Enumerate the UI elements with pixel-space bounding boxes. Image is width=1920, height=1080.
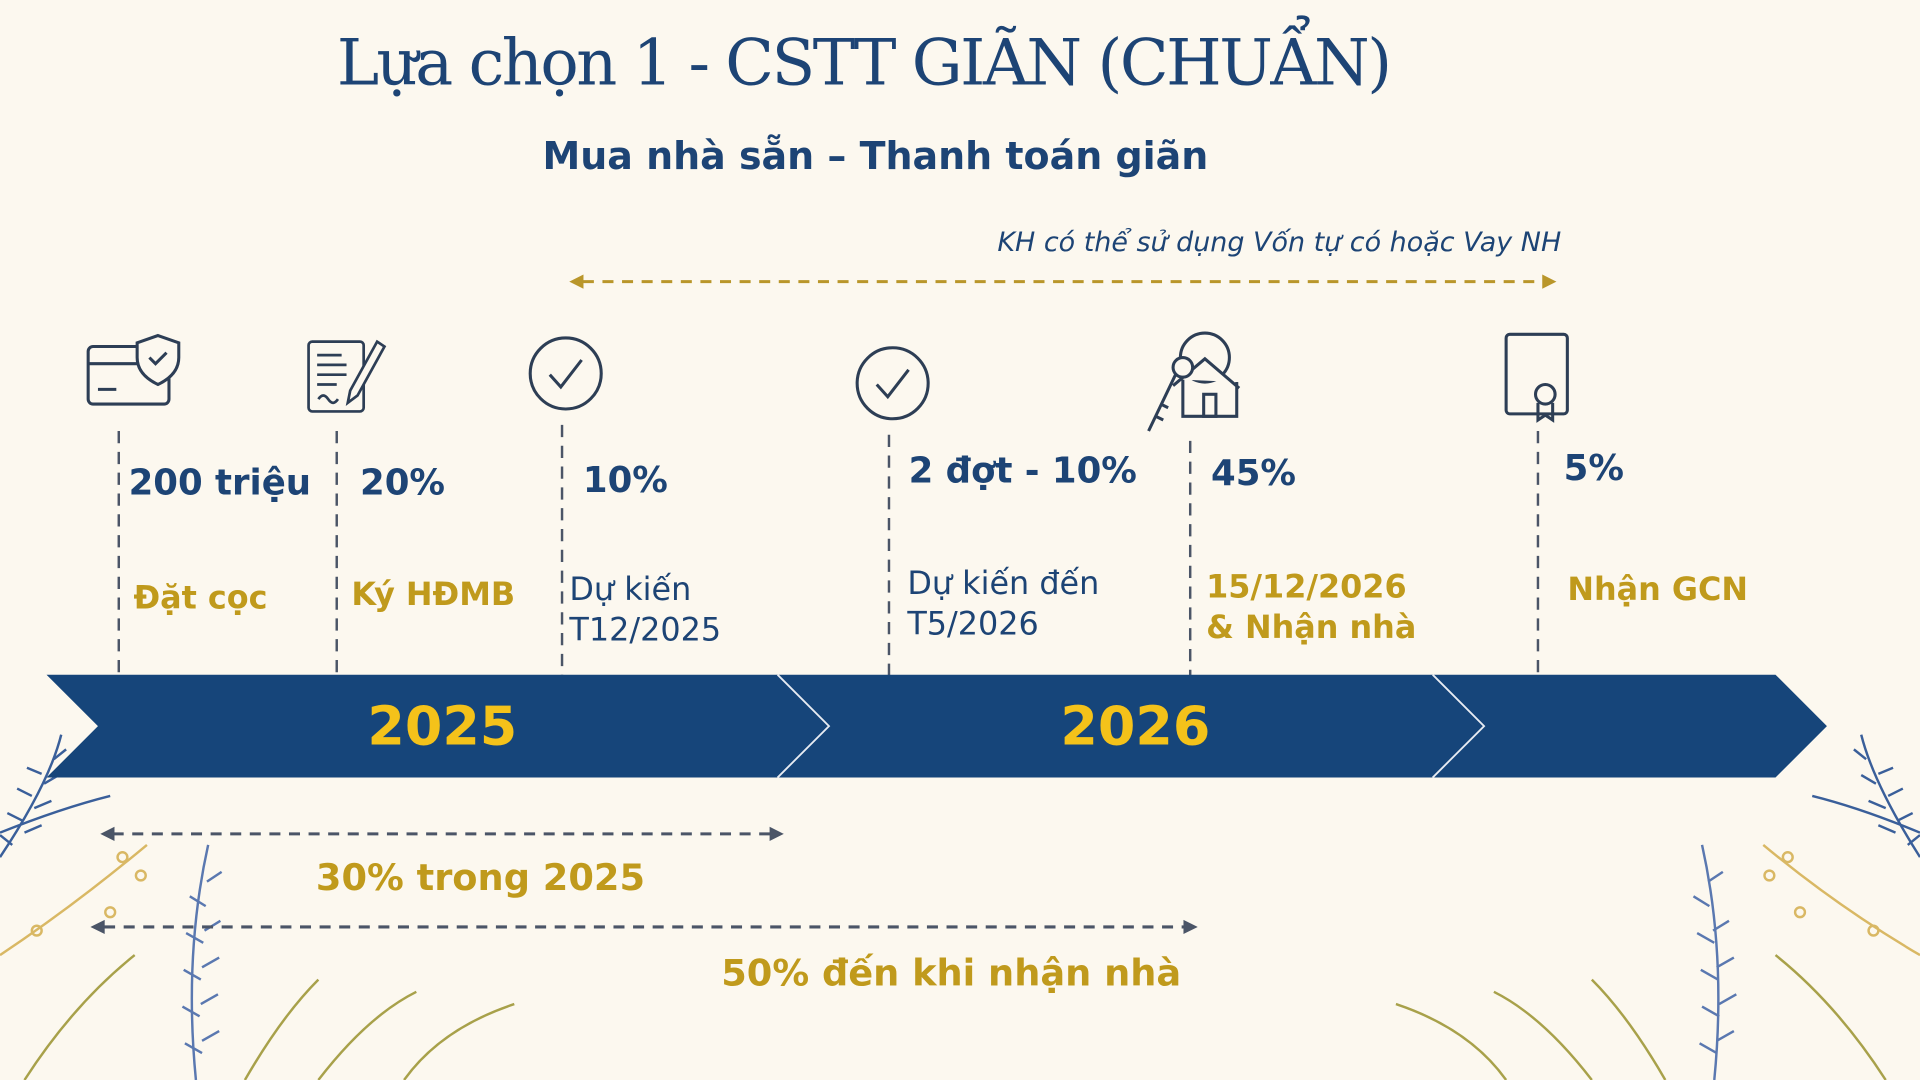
- label-line: & Nhận nhà: [1206, 609, 1417, 647]
- foliage-left-decoration: [0, 734, 515, 1080]
- house-key-icon: [1147, 331, 1241, 432]
- label-line: Dự kiến: [569, 571, 692, 609]
- page-subtitle: Mua nhà sẵn – Thanh toán giãn: [542, 134, 1209, 179]
- span-arrow-handover: [90, 919, 1198, 935]
- loan-period-arrow: [569, 274, 1557, 289]
- certificate-icon: [1504, 332, 1569, 423]
- label-line: 15/12/2026: [1206, 569, 1407, 607]
- milestone-amount: 45%: [1211, 451, 1297, 494]
- check-circle-icon: [528, 336, 603, 411]
- milestone-amount: 200 triệu: [128, 461, 312, 504]
- milestone-label: Ký HĐMB: [351, 576, 516, 614]
- span-label-2025: 30% trong 2025: [315, 857, 646, 901]
- milestone-label: 15/12/2026 & Nhận nhà: [1206, 568, 1416, 649]
- milestone-amount: 10%: [582, 459, 668, 501]
- milestone-label: Đặt cọc: [133, 580, 268, 618]
- contract-pen-icon: [307, 339, 387, 413]
- label-line: T5/2026: [907, 606, 1039, 643]
- loan-note: KH có thể sử dụng Vốn tự có hoặc Vay NH: [997, 227, 1562, 259]
- span-label-handover: 50% đến khi nhận nhà: [721, 952, 1182, 996]
- milestone-amount: 2 đợt - 10%: [908, 449, 1137, 492]
- year-label-2025: 2025: [367, 695, 518, 758]
- label-line: T12/2025: [569, 612, 722, 649]
- card-shield-icon: [86, 333, 181, 406]
- label-line: Dự kiến đến: [907, 565, 1100, 603]
- page-title: Lựa chọn 1 - CSTT GIÃN (CHUẨN): [336, 26, 1392, 101]
- milestone-label: Dự kiến T12/2025: [569, 571, 721, 652]
- year-banner: [46, 674, 1827, 779]
- foliage-right-decoration: [1395, 734, 1920, 1080]
- milestone-label: Nhận GCN: [1567, 571, 1749, 609]
- milestone-label: Dự kiến đến T5/2026: [907, 564, 1099, 645]
- check-circle-icon: [855, 346, 930, 421]
- span-arrow-2025: [100, 826, 784, 841]
- milestone-dividers: [117, 424, 1540, 696]
- year-label-2026: 2026: [1060, 695, 1211, 758]
- milestone-amount: 5%: [1563, 446, 1624, 489]
- milestone-amount: 20%: [360, 461, 446, 504]
